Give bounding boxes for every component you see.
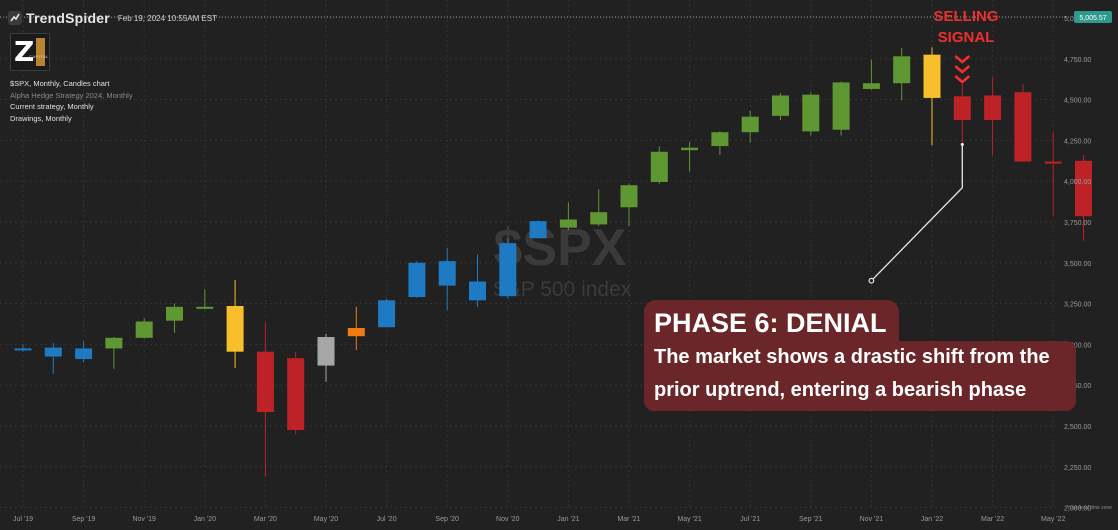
candle-body xyxy=(1075,160,1092,217)
x-tick-label: Mar '21 xyxy=(617,516,640,523)
candle-body xyxy=(529,221,547,239)
x-tick-label: Mar '20 xyxy=(254,516,277,523)
x-tick-label: Sep '21 xyxy=(799,516,823,523)
candle-body xyxy=(590,212,608,225)
candle-body xyxy=(499,243,517,297)
candle-body xyxy=(1044,161,1062,164)
candle-body xyxy=(893,56,911,84)
x-tick-label: Jan '21 xyxy=(557,516,579,523)
candle-body xyxy=(14,348,32,351)
signal-line-2: SIGNAL xyxy=(937,29,995,46)
chevron-down-icon xyxy=(954,75,971,84)
candle-body xyxy=(347,328,365,337)
candle-body xyxy=(226,306,244,352)
candle-body xyxy=(953,96,971,120)
chart-header: TrendSpider Feb 19, 2024 10:55AM EST xyxy=(8,8,217,28)
z-capital-logo: Z CAPITAL xyxy=(10,33,50,71)
candle-body xyxy=(166,306,183,321)
chart-legend: $SPX, Monthly, Candles chart Alpha Hedge… xyxy=(10,78,133,124)
footer-note: Your local time zone xyxy=(1067,505,1112,511)
last-price-label: 5,005.57 xyxy=(1079,15,1106,22)
legend-symbol-line[interactable]: $SPX, Monthly, Candles chart xyxy=(10,79,110,88)
y-tick-label: 2,500.00 xyxy=(1064,424,1091,431)
candle-body xyxy=(135,321,153,338)
y-tick-label: 4,500.00 xyxy=(1064,98,1091,105)
x-tick-label: Nov '19 xyxy=(132,516,156,523)
x-tick-label: Nov '21 xyxy=(860,516,884,523)
candle-body xyxy=(862,83,880,89)
x-tick-label: Jan '22 xyxy=(921,516,943,523)
candle-body xyxy=(317,337,335,366)
last-price-badge xyxy=(1074,11,1112,24)
logo-bar xyxy=(36,38,45,66)
trend-drawing-line xyxy=(870,144,963,282)
candle-body xyxy=(287,358,305,431)
candle-body xyxy=(1014,92,1032,162)
x-tick-label: May '21 xyxy=(677,516,701,523)
y-tick-label: 4,000.00 xyxy=(1064,179,1091,186)
logo-letter: Z xyxy=(14,35,35,68)
candle-body xyxy=(681,147,699,151)
chevron-down-icon xyxy=(954,55,971,64)
x-tick-label: Jan '20 xyxy=(194,516,216,523)
x-tick-label: Jul '19 xyxy=(13,516,33,523)
y-tick-label: 3,250.00 xyxy=(1064,302,1091,309)
trendspider-logo: TrendSpider xyxy=(8,10,110,26)
candle-body xyxy=(438,261,456,286)
chevron-down-icon xyxy=(954,65,971,74)
x-tick-label: Jul '21 xyxy=(740,516,760,523)
candle-body xyxy=(772,95,789,116)
legend-current-strategy-line[interactable]: Current strategy, Monthly xyxy=(10,102,94,111)
watermark-name: S&P 500 index xyxy=(493,278,632,301)
x-tick-label: May '20 xyxy=(314,516,338,523)
drawing-anchor-end xyxy=(960,142,964,147)
candle-body xyxy=(802,94,820,132)
candle-body xyxy=(650,151,668,182)
candle-body xyxy=(559,219,577,228)
candle-body xyxy=(44,347,62,357)
candle-body xyxy=(469,281,486,301)
y-tick-label: 2,750.00 xyxy=(1064,383,1091,390)
y-tick-label: 3,750.00 xyxy=(1064,220,1091,227)
candle-body xyxy=(196,306,214,309)
y-tick-label: 4,250.00 xyxy=(1064,138,1091,145)
x-tick-label: Mar '22 xyxy=(981,516,1004,523)
y-tick-label: 2,000.00 xyxy=(1064,506,1091,513)
candle-body xyxy=(923,54,941,98)
candle-body xyxy=(741,116,759,133)
legend-drawings-line[interactable]: Drawings, Monthly xyxy=(10,113,72,123)
candle-body xyxy=(832,82,850,130)
logo-caption: CAPITAL xyxy=(29,54,49,59)
x-tick-label: Sep '20 xyxy=(435,516,459,523)
x-tick-label: Sep '19 xyxy=(72,516,96,523)
x-tick-label: Jul '20 xyxy=(377,516,397,523)
candle-body xyxy=(620,185,638,208)
y-tick-label: 4,750.00 xyxy=(1064,57,1091,64)
legend-strategy-line[interactable]: Alpha Hedge Strategy 2024, Monthly xyxy=(10,90,133,100)
timestamp: Feb 19, 2024 10:55AM EST xyxy=(117,13,218,23)
drawing-anchor-start xyxy=(868,277,875,284)
x-tick-label: May '22 xyxy=(1041,516,1065,523)
candle-body xyxy=(408,262,426,298)
selling-signal-label: SELLING SIGNAL xyxy=(915,6,1017,48)
candle-body xyxy=(105,337,123,349)
phase-callout: PHASE 6: DENIAL The market shows a drast… xyxy=(644,300,1076,411)
candle-body xyxy=(378,300,396,328)
signal-line-1: SELLING xyxy=(933,8,999,25)
phase-description: The market shows a drastic shift from th… xyxy=(644,341,1076,411)
candle-body xyxy=(75,348,93,360)
candle-body xyxy=(256,351,274,413)
y-tick-label: 2,250.00 xyxy=(1064,465,1091,472)
trendspider-icon xyxy=(8,11,22,25)
phase-title: PHASE 6: DENIAL xyxy=(644,300,899,341)
brand-name: TrendSpider xyxy=(26,10,110,26)
y-tick-label: 3,500.00 xyxy=(1064,261,1091,268)
y-tick-label: 3,000.00 xyxy=(1064,342,1091,349)
x-tick-label: Nov '20 xyxy=(496,516,520,523)
candle-body xyxy=(984,95,1002,120)
candle-body xyxy=(711,132,729,147)
